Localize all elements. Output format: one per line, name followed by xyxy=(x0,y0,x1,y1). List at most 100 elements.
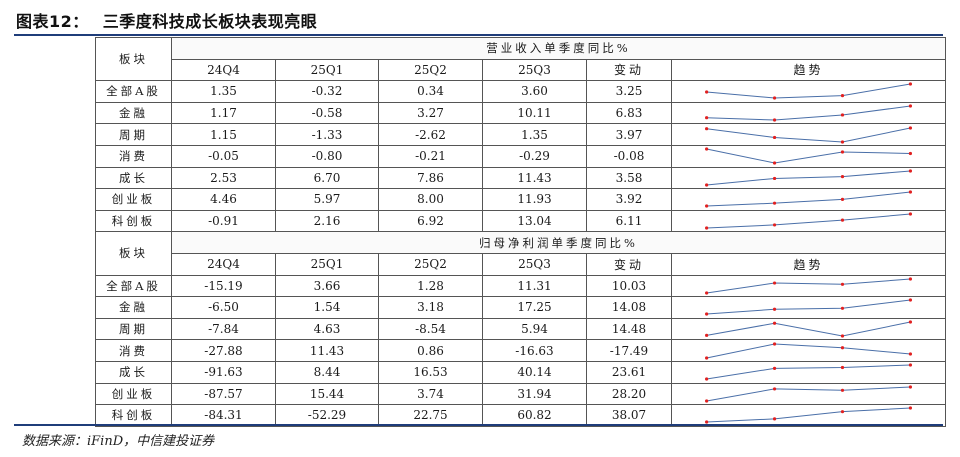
value-cell: 4.63 xyxy=(275,317,379,341)
value-cell: -0.08 xyxy=(586,144,672,168)
row-name: 成长 xyxy=(95,360,172,384)
value-cell: 60.82 xyxy=(482,404,587,427)
value-cell: -7.84 xyxy=(171,317,276,341)
trend-line xyxy=(707,322,911,336)
trend-point xyxy=(705,90,709,95)
trend-cell xyxy=(670,101,947,125)
data-source: 数据来源：iFinD，中信建投证券 xyxy=(22,434,215,449)
trend-point xyxy=(840,388,845,392)
column-header-row: 24Q4 25Q1 25Q2 25Q3 变动 趋势 xyxy=(96,58,947,82)
value-cell: 3.18 xyxy=(378,296,483,319)
trend-point xyxy=(840,282,845,286)
trend-sparkline xyxy=(705,385,912,403)
value-cell: -0.29 xyxy=(482,144,587,168)
value-cell: 15.44 xyxy=(275,382,379,406)
trend-point xyxy=(705,126,709,130)
trend-point xyxy=(772,118,777,122)
column-header-row: 24Q4 25Q1 25Q2 25Q3 变动 趋势 xyxy=(96,252,947,276)
trend-sparkline xyxy=(705,147,912,165)
trend-point xyxy=(908,169,912,173)
row-name: 金融 xyxy=(95,296,172,319)
row-name: 消费 xyxy=(95,144,172,168)
row-header-cell: 板块 xyxy=(95,231,172,276)
value-cell: 3.58 xyxy=(586,166,672,190)
trend-point xyxy=(908,352,912,356)
trend-point xyxy=(840,366,845,370)
value-cell: -17.49 xyxy=(586,339,672,362)
trend-point xyxy=(840,113,845,117)
trend-line xyxy=(707,106,911,120)
row-name: 消费 xyxy=(95,339,172,362)
section-title: 归母净利润单季度同比% xyxy=(170,231,947,254)
trend-sparkline xyxy=(705,320,912,338)
trend-point xyxy=(908,298,912,303)
value-cell: 3.25 xyxy=(586,80,672,103)
value-cell: -0.05 xyxy=(171,144,276,168)
value-cell: -52.29 xyxy=(275,404,379,427)
value-cell: 6.83 xyxy=(586,101,672,125)
trend-point xyxy=(705,116,709,120)
trend-sparkline xyxy=(705,169,912,187)
trend-point xyxy=(772,202,777,206)
trend-line xyxy=(707,300,911,314)
value-cell: 1.35 xyxy=(171,80,276,103)
value-cell: 1.28 xyxy=(378,274,483,298)
column-header: 变动 xyxy=(586,252,672,276)
table-row: 周期 1.15 -1.33 -2.62 1.35 3.97 xyxy=(95,123,947,146)
trend-point xyxy=(908,152,912,156)
value-cell: 3.66 xyxy=(275,274,379,298)
trend-cell xyxy=(670,382,947,406)
trend-cell xyxy=(670,209,947,233)
column-header: 24Q4 xyxy=(171,58,276,82)
value-cell: -1.33 xyxy=(275,123,379,146)
trend-point xyxy=(772,321,777,325)
trend-point xyxy=(908,126,912,130)
value-cell: -16.63 xyxy=(482,339,587,362)
value-cell: -84.31 xyxy=(171,404,276,427)
trend-point xyxy=(772,342,777,346)
table-row: 成长 -91.63 8.44 16.53 40.14 23.61 xyxy=(95,360,947,384)
trend-point xyxy=(705,147,709,151)
row-header-cell: 板块 xyxy=(95,36,172,82)
trend-point xyxy=(840,140,845,144)
value-cell: -0.91 xyxy=(171,209,276,233)
bottom-rule xyxy=(14,424,943,426)
trend-point xyxy=(908,406,912,410)
trend-point xyxy=(840,334,845,338)
value-cell: 6.92 xyxy=(378,209,483,233)
trend-point xyxy=(772,281,777,285)
value-cell: 23.61 xyxy=(586,360,672,384)
trend-line xyxy=(707,214,911,228)
value-cell: 14.08 xyxy=(586,296,672,319)
trend-point xyxy=(908,104,912,108)
value-cell: 22.75 xyxy=(378,404,483,427)
trend-line xyxy=(707,387,911,401)
value-cell: 11.93 xyxy=(482,188,587,211)
trend-cell xyxy=(670,317,947,341)
trend-sparkline xyxy=(705,212,912,230)
column-header: 25Q3 xyxy=(482,252,587,276)
value-cell: 10.11 xyxy=(482,101,587,125)
value-cell: 1.35 xyxy=(482,123,587,146)
value-cell: -2.62 xyxy=(378,123,483,146)
trend-cell xyxy=(670,80,947,103)
trend-cell xyxy=(670,123,947,146)
value-cell: 31.94 xyxy=(482,382,587,406)
trend-line xyxy=(707,365,911,379)
value-cell: 4.46 xyxy=(171,188,276,211)
value-cell: 7.86 xyxy=(378,166,483,190)
value-cell: 11.43 xyxy=(482,166,587,190)
trend-point xyxy=(840,218,845,222)
trend-point xyxy=(705,399,709,403)
trend-point xyxy=(908,82,912,87)
value-cell: 6.70 xyxy=(275,166,379,190)
trend-cell xyxy=(670,166,947,190)
column-header: 24Q4 xyxy=(171,252,276,276)
table-row: 创业板 -87.57 15.44 3.74 31.94 28.20 xyxy=(95,382,947,406)
trend-point xyxy=(772,176,777,180)
table-row: 消费 -27.88 11.43 0.86 -16.63 -17.49 xyxy=(95,339,947,362)
value-cell: 2.53 xyxy=(171,166,276,190)
trend-sparkline xyxy=(705,104,912,122)
trend-point xyxy=(840,198,845,202)
table-row: 成长 2.53 6.70 7.86 11.43 3.58 xyxy=(95,166,947,190)
